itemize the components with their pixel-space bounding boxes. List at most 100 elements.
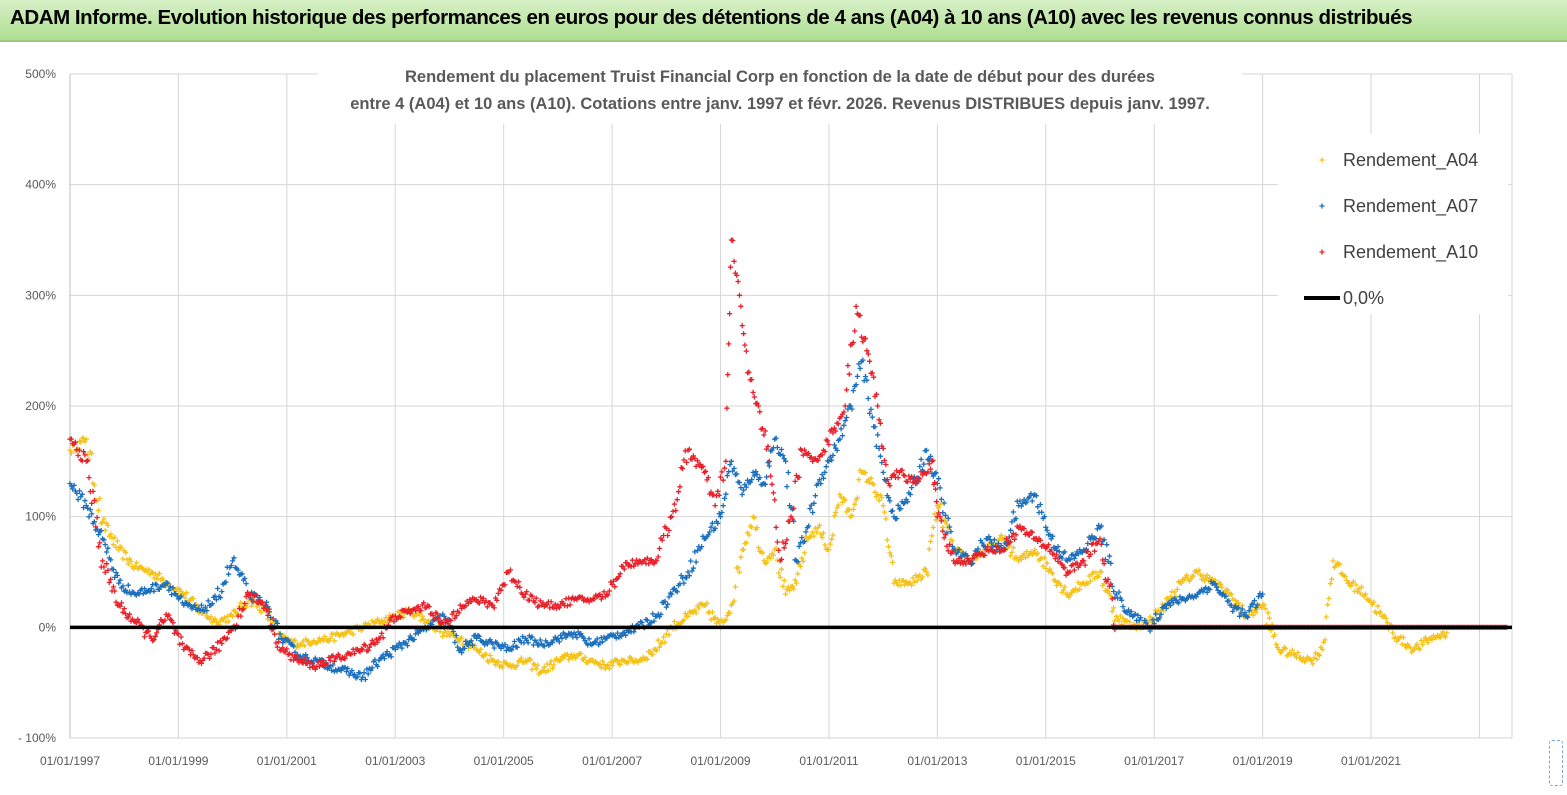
data-point-rendement-a10	[1063, 572, 1069, 578]
data-point-rendement-a04	[789, 583, 795, 589]
data-point-rendement-a04	[97, 495, 103, 501]
data-point-rendement-a10	[1055, 558, 1061, 565]
data-point-rendement-a07	[456, 648, 462, 654]
data-point-rendement-a04	[1098, 569, 1104, 575]
data-point-rendement-a04	[1261, 602, 1267, 608]
data-point-rendement-a04	[326, 638, 332, 644]
data-point-rendement-a04	[883, 516, 889, 522]
data-point-rendement-a07	[1258, 593, 1264, 600]
data-point-rendement-a10	[787, 518, 793, 524]
data-point-rendement-a10	[186, 647, 192, 653]
data-point-rendement-a07	[1008, 527, 1014, 533]
data-point-rendement-a10	[833, 428, 839, 434]
data-point-rendement-a10	[215, 639, 221, 645]
data-point-rendement-a07	[724, 473, 730, 479]
data-point-rendement-a04	[661, 634, 667, 640]
data-point-rendement-a07	[505, 644, 511, 650]
data-point-rendement-a10	[407, 611, 413, 617]
data-point-rendement-a07	[1176, 600, 1182, 606]
data-point-rendement-a10	[366, 644, 373, 650]
chart-title-line-1: Rendement du placement Truist Financial …	[405, 68, 1155, 86]
data-point-rendement-a04	[663, 631, 669, 637]
data-point-rendement-a07	[330, 662, 336, 668]
data-point-rendement-a10	[211, 645, 217, 651]
data-point-rendement-a04	[1201, 578, 1207, 584]
data-point-rendement-a10	[936, 510, 942, 516]
data-point-rendement-a07	[167, 584, 173, 590]
data-point-rendement-a04	[818, 531, 824, 537]
data-point-rendement-a04	[459, 635, 465, 641]
data-point-rendement-a04	[441, 630, 447, 636]
data-point-rendement-a07	[79, 491, 85, 497]
data-point-rendement-a04	[911, 579, 917, 585]
data-point-rendement-a10	[552, 601, 558, 607]
data-point-rendement-a07	[235, 567, 241, 573]
data-point-rendement-a07	[705, 532, 711, 538]
data-point-rendement-a10	[602, 594, 608, 600]
data-point-rendement-a10	[79, 458, 85, 464]
data-point-rendement-a10	[730, 237, 736, 244]
data-point-rendement-a04	[1022, 555, 1029, 561]
data-point-rendement-a04	[1414, 641, 1420, 647]
data-point-rendement-a04	[1120, 615, 1126, 621]
data-point-rendement-a04	[656, 644, 663, 650]
data-point-rendement-a04	[1075, 579, 1081, 586]
data-point-rendement-a07	[1017, 498, 1023, 504]
data-point-rendement-a10	[548, 599, 554, 605]
data-point-rendement-a07	[76, 488, 83, 494]
data-point-rendement-a10	[734, 272, 740, 278]
x-tick-label: 01/01/2007	[582, 754, 642, 768]
data-point-rendement-a04	[89, 451, 95, 457]
data-point-rendement-a07	[352, 672, 358, 678]
data-point-rendement-a07	[1254, 602, 1260, 608]
data-point-rendement-a04	[540, 668, 546, 674]
data-point-rendement-a04	[123, 550, 129, 556]
data-point-rendement-a04	[582, 654, 588, 660]
data-point-rendement-a10	[289, 652, 295, 658]
data-point-rendement-a04	[495, 659, 501, 665]
data-point-rendement-a10	[244, 589, 251, 596]
data-point-rendement-a10	[483, 598, 489, 604]
data-point-rendement-a07	[753, 468, 759, 475]
data-point-rendement-a04	[514, 662, 520, 668]
data-point-rendement-a10	[110, 584, 116, 590]
data-point-rendement-a07	[1021, 497, 1027, 503]
data-point-rendement-a10	[533, 595, 539, 601]
data-point-rendement-a07	[762, 481, 768, 487]
data-point-rendement-a10	[876, 417, 882, 423]
data-point-rendement-a10	[830, 430, 836, 436]
data-point-rendement-a04	[1219, 584, 1225, 590]
data-point-rendement-a04	[875, 491, 881, 498]
data-point-rendement-a04	[1147, 614, 1153, 620]
data-point-rendement-a10	[90, 488, 96, 494]
data-point-rendement-a07	[811, 500, 817, 506]
data-point-rendement-a07	[918, 456, 924, 462]
data-point-rendement-a10	[659, 537, 665, 543]
data-point-rendement-a04	[654, 647, 660, 654]
data-point-rendement-a10	[670, 508, 676, 514]
data-point-rendement-a10	[968, 561, 974, 567]
data-point-rendement-a07	[766, 463, 772, 469]
data-point-rendement-a10	[648, 557, 654, 563]
data-point-rendement-a10	[774, 539, 780, 545]
data-point-rendement-a10	[905, 479, 911, 485]
data-point-rendement-a04	[778, 566, 785, 572]
data-point-rendement-a04	[381, 619, 387, 625]
data-point-rendement-a04	[1303, 657, 1309, 664]
data-point-rendement-a07	[1193, 594, 1199, 600]
data-point-rendement-a07	[814, 482, 820, 488]
data-point-rendement-a04	[932, 511, 938, 517]
data-point-rendement-a04	[1371, 599, 1377, 605]
data-point-rendement-a07	[941, 500, 947, 506]
data-point-rendement-a10	[1101, 561, 1107, 567]
data-point-rendement-a07	[1071, 555, 1077, 562]
data-point-rendement-a04	[909, 582, 915, 588]
data-point-rendement-a07	[681, 580, 687, 586]
data-point-rendement-a10	[862, 336, 869, 342]
data-point-rendement-a04	[1047, 566, 1053, 572]
data-point-rendement-a07	[829, 457, 835, 463]
data-point-rendement-a04	[723, 617, 729, 623]
data-point-rendement-a04	[715, 616, 721, 622]
data-point-rendement-a10	[776, 547, 782, 553]
data-point-rendement-a04	[881, 509, 888, 515]
